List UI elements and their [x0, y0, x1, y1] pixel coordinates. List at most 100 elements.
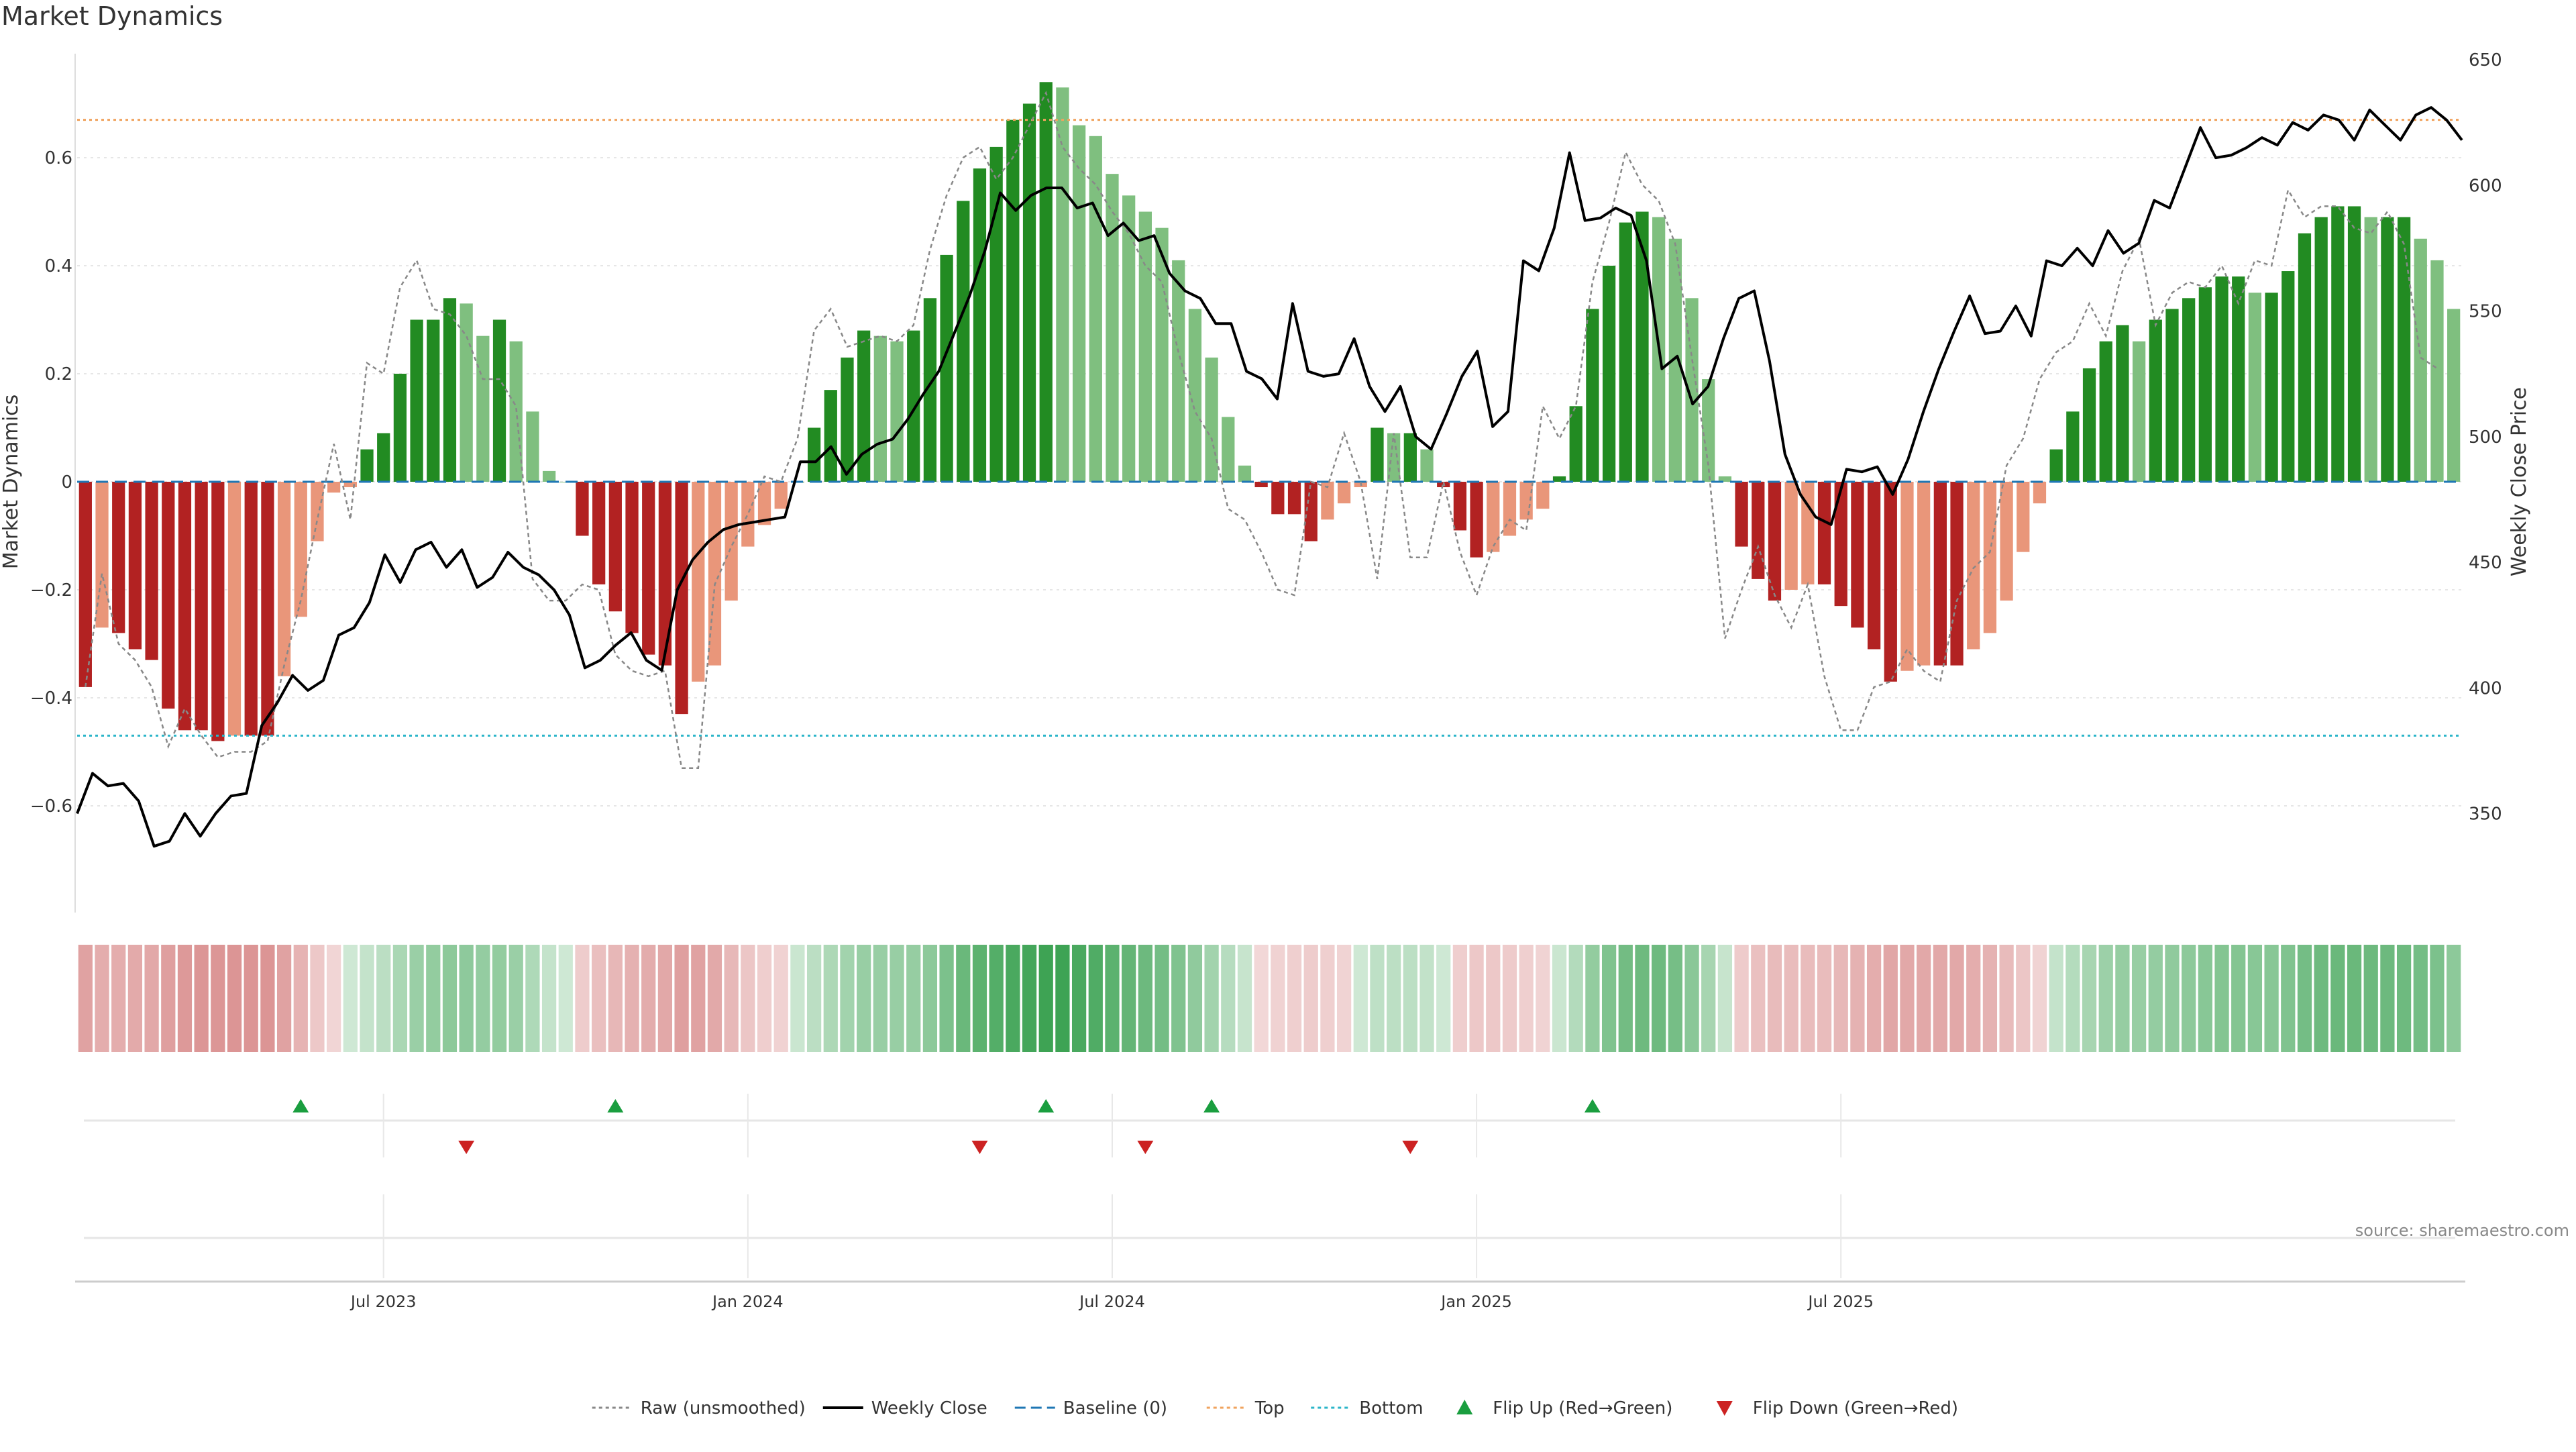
- heat-cell: [1884, 945, 1898, 1052]
- heat-cell: [1337, 945, 1351, 1052]
- heat-cell: [492, 945, 506, 1052]
- heat-cell: [211, 945, 225, 1052]
- bar: [327, 482, 340, 492]
- heat-cell: [1585, 945, 1599, 1052]
- bar: [1702, 379, 1715, 482]
- bar: [1371, 428, 1383, 482]
- heat-cell: [1949, 945, 1964, 1052]
- bar: [2365, 217, 2377, 482]
- heat-cell: [277, 945, 291, 1052]
- bar: [775, 482, 788, 509]
- right-tick-label: 550: [2469, 302, 2502, 322]
- heat-cell: [2182, 945, 2196, 1052]
- heat-cell: [1271, 945, 1285, 1052]
- bar: [2165, 309, 2178, 482]
- bar: [1835, 482, 1847, 606]
- heat-cell: [757, 945, 771, 1052]
- heat-cell: [460, 945, 474, 1052]
- heat-cell: [1784, 945, 1799, 1052]
- heat-cell: [1718, 945, 1732, 1052]
- bar: [1073, 125, 1085, 482]
- bar: [1420, 450, 1433, 482]
- heat-cell: [294, 945, 308, 1052]
- flip-up-marker: [607, 1099, 623, 1112]
- heat-cell: [691, 945, 705, 1052]
- heat-cell: [708, 945, 722, 1052]
- legend-label: Raw (unsmoothed): [641, 1398, 806, 1418]
- heat-cell: [1768, 945, 1782, 1052]
- bar: [890, 342, 903, 482]
- bar: [261, 482, 274, 735]
- bar: [609, 482, 622, 611]
- heat-cell: [807, 945, 821, 1052]
- heat-cell: [360, 945, 374, 1052]
- x-tick-label: Jul 2024: [1078, 1292, 1145, 1311]
- bar: [460, 303, 473, 482]
- heat-cell: [2380, 945, 2394, 1052]
- right-axis-title: Weekly Close Price: [2508, 387, 2531, 576]
- legend-swatch: [1717, 1401, 1733, 1416]
- bar: [145, 482, 158, 660]
- bar: [2331, 206, 2344, 482]
- heat-cell: [1089, 945, 1103, 1052]
- legend-item: Flip Up (Red→Green): [1456, 1398, 1672, 1418]
- bar: [1338, 482, 1350, 503]
- heat-cell: [1403, 945, 1417, 1052]
- bar: [211, 482, 224, 741]
- heat-cell: [128, 945, 142, 1052]
- heat-cell: [2414, 945, 2428, 1052]
- heat-cell: [161, 945, 175, 1052]
- chart-title: Market Dynamics: [1, 1, 223, 31]
- heat-cell: [1652, 945, 1666, 1052]
- bar: [427, 320, 439, 482]
- heat-cell: [227, 945, 241, 1052]
- heat-cell: [1171, 945, 1185, 1052]
- heat-cell: [1751, 945, 1765, 1052]
- x-tick-label: Jul 2023: [350, 1292, 417, 1311]
- flip-markers: [292, 1099, 1601, 1154]
- heat-cell: [542, 945, 556, 1052]
- heat-cell: [989, 945, 1004, 1052]
- heat-cell: [2115, 945, 2129, 1052]
- bar: [2298, 234, 2311, 482]
- bar: [543, 471, 555, 482]
- heat-cell: [2049, 945, 2063, 1052]
- flip-down-marker: [458, 1141, 474, 1154]
- heat-cell: [525, 945, 539, 1052]
- bar: [907, 331, 920, 482]
- heat-cell: [724, 945, 739, 1052]
- heat-cell: [244, 945, 258, 1052]
- flip-down-marker: [1402, 1141, 1418, 1154]
- bar: [2182, 298, 2195, 482]
- bar: [1950, 482, 1963, 666]
- left-tick-label: 0: [61, 472, 72, 492]
- heat-cell: [1602, 945, 1616, 1052]
- heat-cell: [1254, 945, 1269, 1052]
- heat-cell: [2364, 945, 2378, 1052]
- bar: [1868, 482, 1880, 650]
- bar: [841, 358, 853, 482]
- bar: [1818, 482, 1831, 584]
- legend-label: Flip Up (Red→Green): [1493, 1398, 1672, 1418]
- bar: [2447, 309, 2460, 482]
- bar: [2232, 276, 2245, 482]
- heat-cell: [376, 945, 390, 1052]
- bar: [1934, 482, 1947, 666]
- legend-swatch: [1456, 1400, 1472, 1414]
- heat-cell: [890, 945, 904, 1052]
- right-tick-label: 600: [2469, 176, 2502, 196]
- heat-cell: [1354, 945, 1368, 1052]
- heat-cell: [2314, 945, 2328, 1052]
- heat-cell: [2397, 945, 2411, 1052]
- heat-cell: [1072, 945, 1086, 1052]
- bar: [2348, 206, 2361, 482]
- heat-cell: [2264, 945, 2278, 1052]
- bar: [957, 201, 969, 482]
- heat-cell: [1436, 945, 1450, 1052]
- heat-cell: [260, 945, 274, 1052]
- bar: [1305, 482, 1318, 541]
- left-tick-labels: 0.6 0.4 0.2 0 −0.2 −0.4 −0.6: [30, 148, 72, 817]
- bar: [1900, 482, 1913, 671]
- heat-cell: [343, 945, 358, 1052]
